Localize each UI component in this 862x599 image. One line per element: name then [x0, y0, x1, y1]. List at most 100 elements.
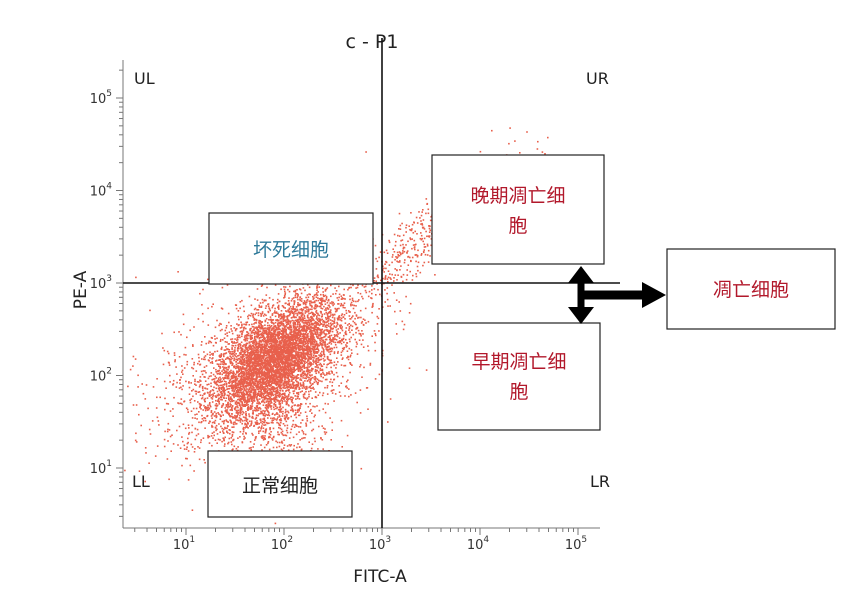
scatter-point: [181, 389, 183, 391]
scatter-point: [258, 413, 260, 415]
scatter-point: [303, 322, 305, 324]
scatter-point: [320, 340, 322, 342]
scatter-point: [197, 401, 199, 403]
scatter-point: [305, 312, 307, 314]
scatter-point: [288, 303, 290, 305]
scatter-point: [284, 415, 286, 417]
scatter-point: [338, 297, 340, 299]
scatter-point: [310, 334, 312, 336]
scatter-point: [308, 293, 310, 295]
scatter-point: [238, 319, 240, 321]
scatter-point: [346, 385, 348, 387]
scatter-point: [325, 335, 327, 337]
scatter-point: [350, 287, 352, 289]
scatter-point: [259, 398, 261, 400]
y-tick-label: 103: [90, 274, 112, 292]
scatter-point: [311, 309, 313, 311]
scatter-point: [264, 314, 266, 316]
scatter-point: [243, 311, 245, 313]
scatter-point: [315, 308, 317, 310]
scatter-point: [240, 331, 242, 333]
scatter-point: [253, 330, 255, 332]
scatter-point: [278, 308, 280, 310]
scatter-point: [296, 320, 298, 322]
scatter-point: [211, 372, 213, 374]
scatter-point: [277, 322, 279, 324]
scatter-point: [281, 333, 283, 335]
scatter-point: [262, 346, 264, 348]
scatter-point: [270, 341, 272, 343]
scatter-point: [342, 330, 344, 332]
scatter-point: [266, 294, 268, 296]
scatter-point: [212, 422, 214, 424]
scatter-point: [262, 431, 264, 433]
scatter-point: [330, 314, 332, 316]
scatter-point: [322, 288, 324, 290]
scatter-point: [270, 334, 272, 336]
scatter-point: [212, 401, 214, 403]
scatter-point: [292, 387, 294, 389]
scatter-point: [309, 381, 311, 383]
scatter-point: [239, 308, 241, 310]
scatter-point: [361, 322, 363, 324]
scatter-point: [240, 322, 242, 324]
scatter-point: [310, 342, 312, 344]
scatter-point: [243, 391, 245, 393]
scatter-point: [294, 302, 296, 304]
scatter-point: [325, 344, 327, 346]
scatter-point: [304, 316, 306, 318]
scatter-point: [254, 380, 256, 382]
scatter-point: [274, 310, 276, 312]
scatter-point: [250, 379, 252, 381]
scatter-point: [288, 384, 290, 386]
scatter-point: [320, 368, 322, 370]
scatter-point: [230, 396, 232, 398]
scatter-point: [211, 417, 213, 419]
scatter-point: [334, 314, 336, 316]
scatter-point: [197, 381, 199, 383]
scatter-point: [258, 305, 260, 307]
scatter-point: [328, 342, 330, 344]
scatter-point: [317, 346, 319, 348]
scatter-point: [323, 333, 325, 335]
scatter-point: [322, 341, 324, 343]
scatter-point: [269, 325, 271, 327]
scatter-point: [215, 400, 217, 402]
scatter-point: [290, 359, 292, 361]
scatter-point: [205, 380, 207, 382]
scatter-point: [295, 324, 297, 326]
scatter-point: [263, 383, 265, 385]
scatter-point: [279, 390, 281, 392]
scatter-point: [301, 369, 303, 371]
scatter-point: [301, 357, 303, 359]
scatter-point: [386, 293, 388, 295]
y-tick-label: 105: [90, 89, 112, 107]
scatter-point: [300, 343, 302, 345]
scatter-point: [252, 354, 254, 356]
scatter-point: [218, 399, 220, 401]
scatter-point: [332, 293, 334, 295]
scatter-point: [320, 364, 322, 366]
scatter-point: [251, 422, 253, 424]
scatter-point: [323, 306, 325, 308]
scatter-point: [228, 391, 230, 393]
scatter-point: [244, 424, 246, 426]
scatter-point: [183, 401, 185, 403]
scatter-point: [235, 402, 237, 404]
scatter-point: [308, 322, 310, 324]
scatter-point: [328, 299, 330, 301]
scatter-point: [331, 341, 333, 343]
scatter-point: [232, 371, 234, 373]
scatter-point: [259, 306, 261, 308]
scatter-point: [352, 298, 354, 300]
scatter-point: [192, 417, 194, 419]
scatter-point: [288, 300, 290, 302]
scatter-point: [298, 319, 300, 321]
x-tick-label: 105: [565, 535, 587, 553]
scatter-point: [262, 299, 264, 301]
scatter-point: [265, 346, 267, 348]
scatter-point: [258, 423, 260, 425]
scatter-point: [323, 344, 325, 346]
